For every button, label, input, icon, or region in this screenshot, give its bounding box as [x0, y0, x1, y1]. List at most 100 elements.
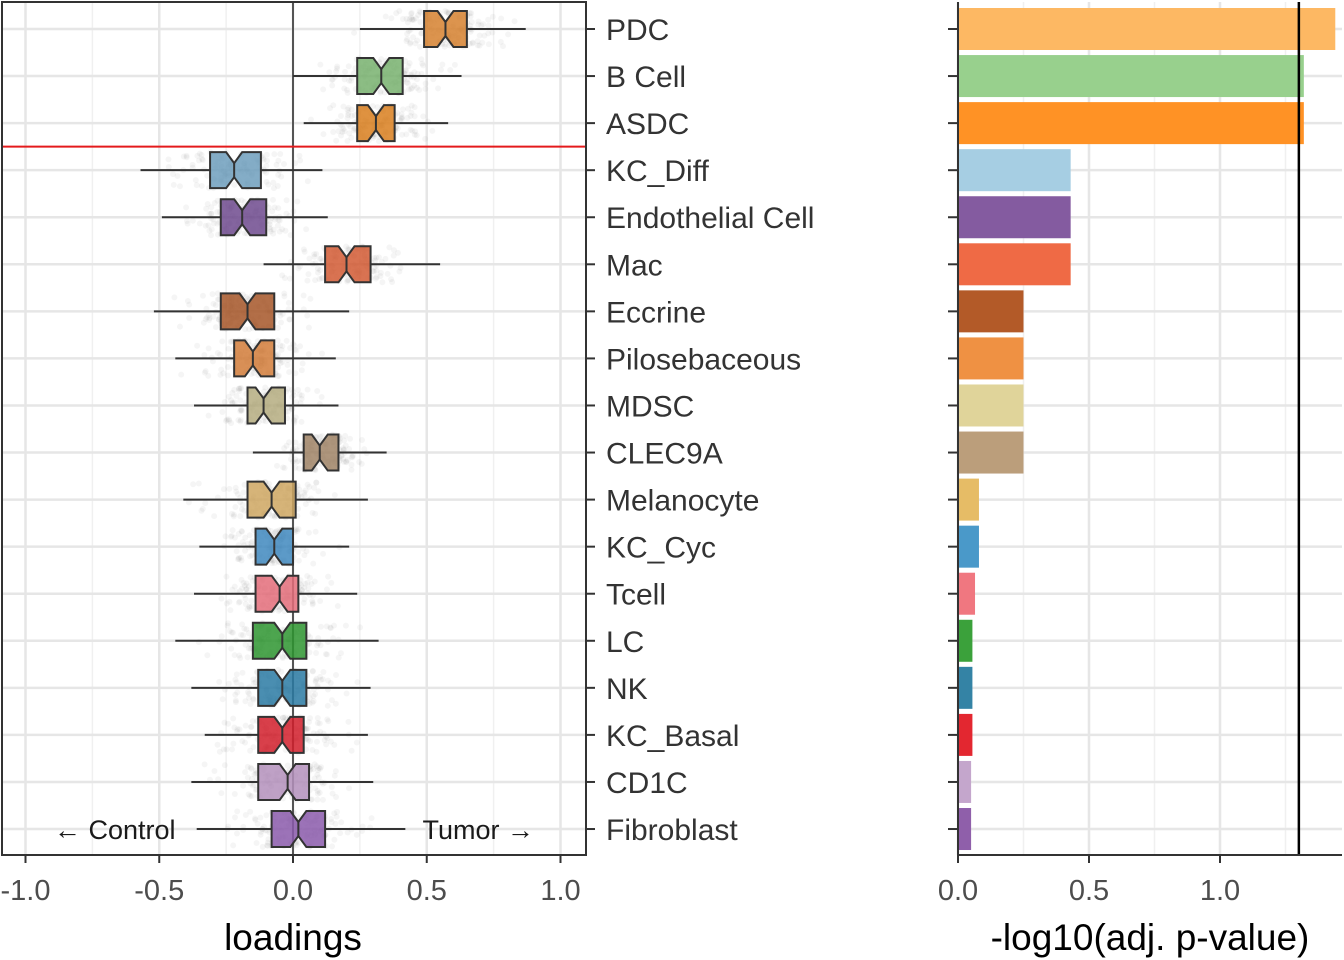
jitter-point [248, 370, 255, 377]
jitter-point [342, 442, 349, 449]
jitter-point [375, 138, 382, 145]
jitter-point [353, 831, 360, 838]
jitter-point [281, 464, 288, 471]
jitter-point [276, 217, 283, 224]
jitter-point [346, 446, 353, 453]
jitter-point [220, 746, 227, 753]
jitter-point [242, 601, 249, 608]
jitter-point [274, 337, 281, 344]
jitter-point [199, 505, 206, 512]
jitter-point [411, 131, 418, 138]
box-kc-diff [140, 151, 323, 190]
jitter-point [411, 82, 418, 89]
jitter-point [238, 528, 245, 535]
jitter-point [309, 509, 316, 516]
jitter-point [344, 137, 351, 144]
jitter-point [228, 533, 235, 540]
jitter-point [351, 125, 358, 132]
jitter-point [343, 243, 350, 250]
jitter-point [333, 672, 340, 679]
jitter-point [227, 397, 234, 404]
jitter-point [174, 172, 181, 179]
jitter-point [278, 346, 285, 353]
jitter-point [225, 720, 232, 727]
jitter-point [278, 319, 285, 326]
notched-box [233, 339, 276, 378]
jitter-point [211, 767, 218, 774]
jitter-point [231, 386, 238, 393]
jitter-point [243, 586, 250, 593]
box-pdc [359, 10, 526, 48]
jitter-point [221, 399, 228, 406]
jitter-point [386, 244, 393, 251]
jitter-point [231, 814, 238, 821]
jitter-point [317, 433, 324, 440]
jitter-point [211, 513, 218, 520]
jitter-point [407, 39, 414, 46]
jitter-point [295, 557, 302, 564]
jitter-point [396, 8, 403, 15]
jitter-point [329, 790, 336, 797]
jitter-point [293, 399, 300, 406]
jitter-point [241, 230, 248, 237]
jitter-point [240, 632, 247, 639]
jitter-point [313, 251, 320, 258]
jitter-point [201, 369, 208, 376]
jitter-point [413, 84, 420, 91]
jitter-point [302, 580, 309, 587]
jitter-point [208, 226, 215, 233]
jitter-point [199, 292, 206, 299]
jitter-point [279, 359, 286, 366]
jitter-point [404, 79, 411, 86]
jitter-point [378, 56, 385, 63]
jitter-point [275, 364, 282, 371]
x-tick-label: 1.0 [540, 875, 580, 907]
notched-box [209, 151, 262, 190]
jitter-point [466, 40, 473, 47]
jitter-point [298, 392, 305, 399]
jitter-point [317, 267, 324, 274]
jitter-point [314, 771, 321, 778]
jitter-point [476, 32, 483, 39]
jitter-point [204, 172, 211, 179]
jitter-point [275, 324, 282, 331]
jitter-point [270, 557, 277, 564]
jitter-point [284, 361, 291, 368]
jitter-point [221, 719, 228, 726]
jitter-point [305, 725, 312, 732]
jitter-point [333, 794, 340, 801]
jitter-point [345, 109, 352, 116]
jitter-point [466, 10, 473, 17]
jitter-point [309, 601, 316, 608]
jitter-point [309, 600, 316, 607]
jitter-point [208, 210, 215, 217]
jitter-point [402, 58, 409, 65]
jitter-point [349, 454, 356, 461]
jitter-point [221, 762, 228, 769]
jitter-point [279, 272, 286, 279]
jitter-point [247, 553, 254, 560]
jitter-point [286, 369, 293, 376]
jitter-point [305, 351, 312, 358]
jitter-point [344, 829, 351, 836]
jitter-point [418, 56, 425, 63]
jitter-point [244, 295, 251, 302]
jitter-point [311, 251, 318, 258]
jitter-point [208, 210, 215, 217]
jitter-point [237, 513, 244, 520]
jitter-point [232, 484, 239, 491]
jitter-point [345, 63, 352, 70]
jitter-point [327, 105, 334, 112]
jitter-point [247, 764, 254, 771]
jitter-point [252, 679, 259, 686]
jitter-point [439, 61, 446, 68]
jitter-point [373, 254, 380, 261]
jitter-point [335, 654, 342, 661]
jitter-point [219, 338, 226, 345]
jitter-point [249, 782, 256, 789]
jitter-point [233, 548, 240, 555]
jitter-point [377, 89, 384, 96]
jitter-point [408, 9, 415, 16]
jitter-point [176, 183, 183, 190]
jitter-point [244, 654, 251, 661]
